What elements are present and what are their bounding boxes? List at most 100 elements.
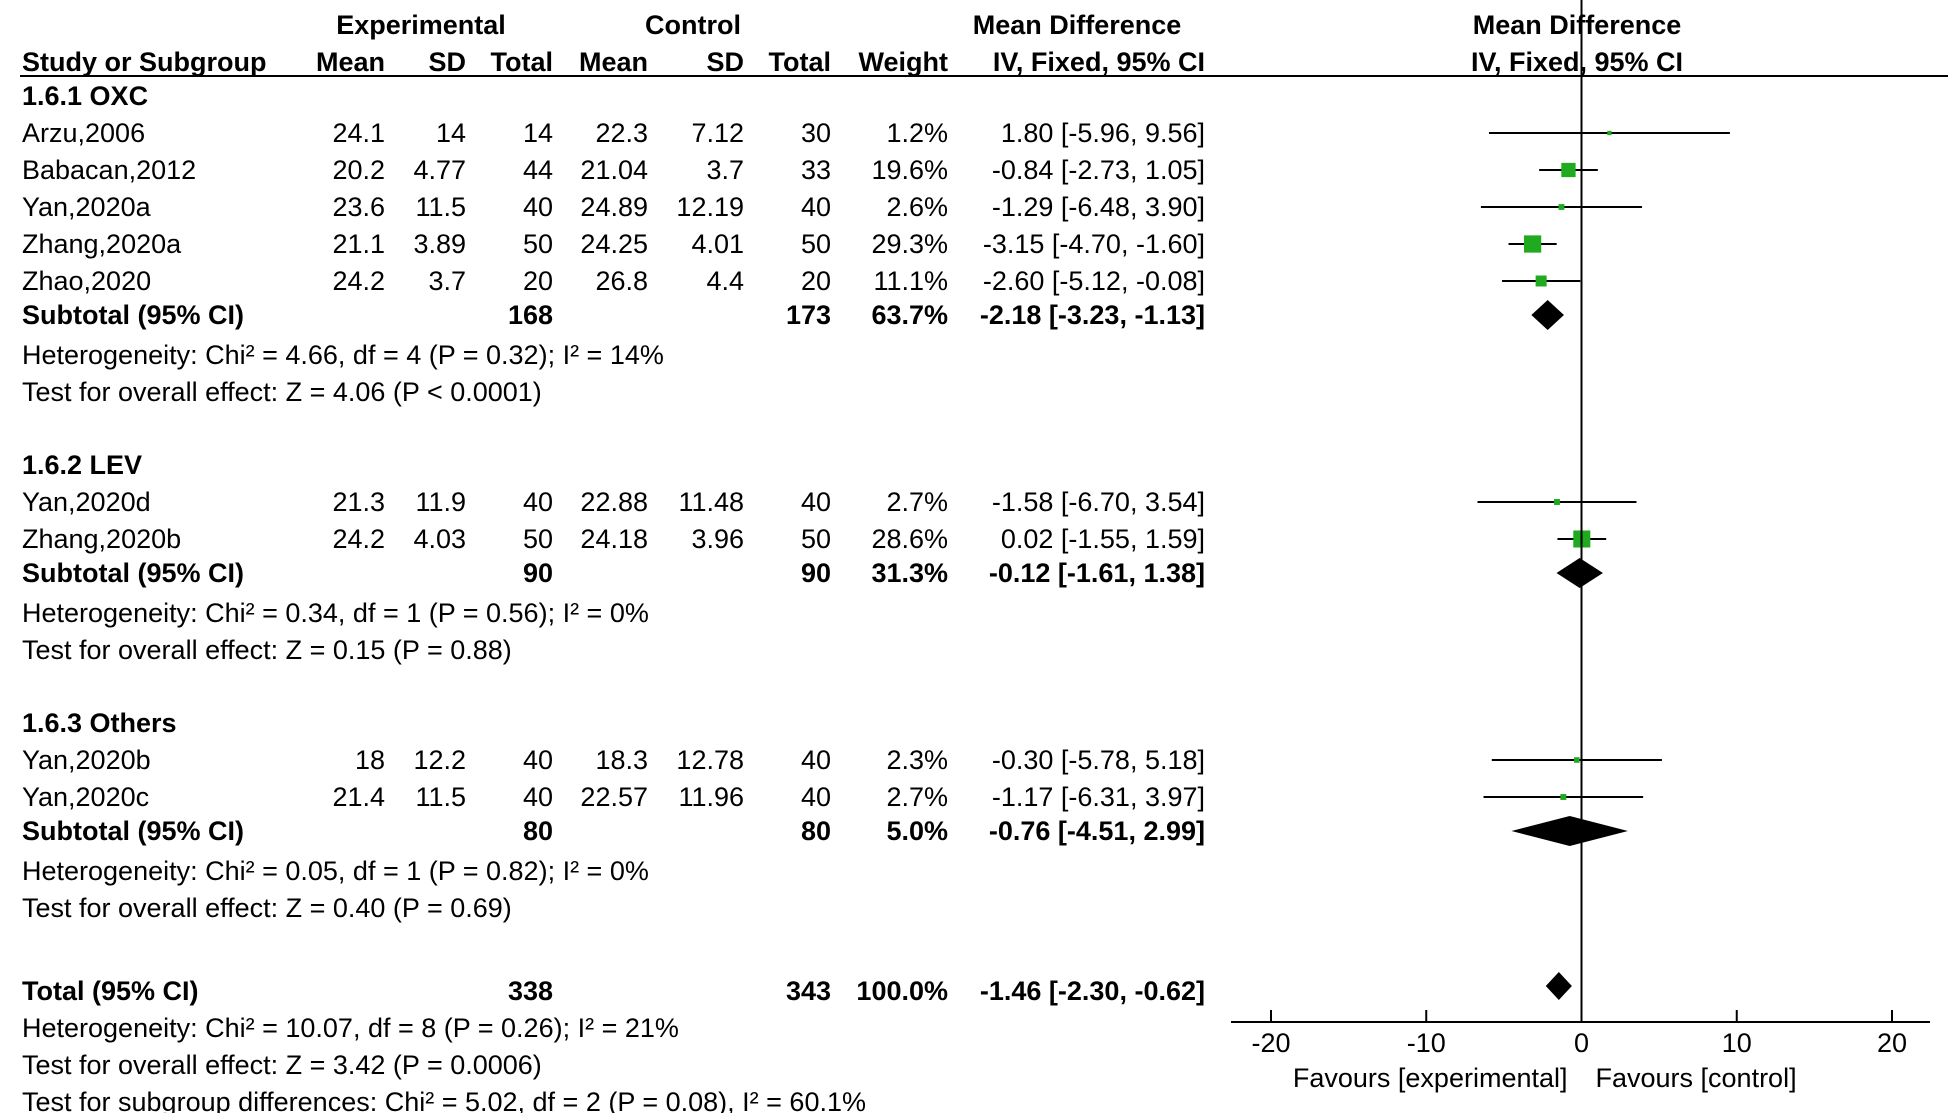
mean-c-column-header: Mean xyxy=(579,47,648,77)
subtotal-diamond xyxy=(1511,816,1628,846)
weight-column-header: Weight xyxy=(859,47,949,77)
subtotal-weight: 63.7% xyxy=(871,300,948,330)
total-e-cell: 20 xyxy=(523,266,553,296)
total-total-c: 343 xyxy=(786,976,831,1006)
weight-cell: 2.6% xyxy=(886,192,948,222)
md-table-subheader: IV, Fixed, 95% CI xyxy=(993,47,1205,77)
mean-e-cell: 21.4 xyxy=(332,782,385,812)
study-name: Yan,2020b xyxy=(22,745,151,775)
ci-cell: 1.80 [-5.96, 9.56] xyxy=(1001,118,1205,148)
study-name: Arzu,2006 xyxy=(22,118,145,148)
study-name: Yan,2020a xyxy=(22,192,152,222)
sd-e-cell: 3.7 xyxy=(428,266,466,296)
subgroup-heading: 1.6.2 LEV xyxy=(22,450,142,480)
study-name: Yan,2020d xyxy=(22,487,151,517)
sd-e-cell: 11.9 xyxy=(415,487,466,517)
mean-c-cell: 22.3 xyxy=(595,118,648,148)
mean-c-cell: 18.3 xyxy=(595,745,648,775)
study-marker xyxy=(1523,235,1542,253)
sd-c-cell: 4.4 xyxy=(706,266,744,296)
mean-c-cell: 21.04 xyxy=(580,155,648,185)
subtotal-ci: -2.18 [-3.23, -1.13] xyxy=(980,300,1205,330)
ci-cell: -1.29 [-6.48, 3.90] xyxy=(992,192,1205,222)
total-c-cell: 50 xyxy=(801,524,831,554)
total-e-cell: 50 xyxy=(523,229,553,259)
plot-area xyxy=(1477,0,1730,1022)
sd-c-cell: 4.01 xyxy=(691,229,744,259)
total-e-column-header: Total xyxy=(491,47,554,77)
sd-e-cell: 4.03 xyxy=(413,524,466,554)
total-e-cell: 40 xyxy=(523,745,553,775)
subtotal-ci: -0.76 [-4.51, 2.99] xyxy=(989,816,1205,846)
sd-c-column-header: SD xyxy=(706,47,744,77)
total-e-cell: 40 xyxy=(523,487,553,517)
sd-e-cell: 11.5 xyxy=(415,782,466,812)
total-c-cell: 33 xyxy=(801,155,831,185)
total-e-cell: 50 xyxy=(523,524,553,554)
study-marker xyxy=(1558,204,1565,210)
sd-e-cell: 14 xyxy=(436,118,466,148)
subtotal-weight: 5.0% xyxy=(886,816,948,846)
ci-cell: 0.02 [-1.55, 1.59] xyxy=(1001,524,1205,554)
total-heterogeneity-text: Heterogeneity: Chi² = 10.07, df = 8 (P =… xyxy=(22,1013,679,1043)
subtotal-diamond xyxy=(1556,558,1603,588)
x-tick-label: 0 xyxy=(1574,1028,1589,1058)
md-plot-subheader: IV, Fixed, 95% CI xyxy=(1471,47,1683,77)
weight-cell: 2.7% xyxy=(886,782,948,812)
x-tick-label: -20 xyxy=(1251,1028,1290,1058)
study-marker xyxy=(1560,794,1567,800)
subtotal-total-c: 90 xyxy=(801,558,831,588)
md-table-header: Mean Difference xyxy=(973,10,1182,40)
mean-c-cell: 24.18 xyxy=(580,524,648,554)
study-marker xyxy=(1554,499,1560,505)
study-marker xyxy=(1574,757,1580,763)
sd-c-cell: 3.7 xyxy=(706,155,744,185)
mean-e-cell: 21.3 xyxy=(332,487,385,517)
total-weight: 100.0% xyxy=(856,976,948,1006)
subtotal-total-e: 80 xyxy=(523,816,553,846)
subgroup-heading: 1.6.1 OXC xyxy=(22,81,148,111)
mean-e-cell: 24.1 xyxy=(332,118,385,148)
heterogeneity-text: Heterogeneity: Chi² = 0.34, df = 1 (P = … xyxy=(22,598,649,628)
total-e-cell: 44 xyxy=(523,155,553,185)
study-column-header: Study or Subgroup xyxy=(22,47,266,77)
mean-e-cell: 18 xyxy=(355,745,385,775)
total-overall-effect-text: Test for overall effect: Z = 3.42 (P = 0… xyxy=(22,1050,542,1080)
total-c-cell: 40 xyxy=(801,782,831,812)
total-c-cell: 40 xyxy=(801,487,831,517)
ci-cell: -1.58 [-6.70, 3.54] xyxy=(992,487,1205,517)
sd-e-cell: 11.5 xyxy=(415,192,466,222)
sd-e-cell: 4.77 xyxy=(413,155,466,185)
table-rows: 1.6.1 OXC Arzu,2006 24.1 14 14 22.3 7.12 30 1.2%… xyxy=(22,81,1205,1113)
total-e-cell: 14 xyxy=(523,118,553,148)
total-total-e: 338 xyxy=(508,976,553,1006)
mean-c-cell: 22.88 xyxy=(580,487,648,517)
mean-c-cell: 24.25 xyxy=(580,229,648,259)
sd-e-cell: 3.89 xyxy=(413,229,466,259)
total-c-cell: 40 xyxy=(801,192,831,222)
mean-e-column-header: Mean xyxy=(316,47,385,77)
mean-e-cell: 24.2 xyxy=(332,266,385,296)
total-c-cell: 20 xyxy=(801,266,831,296)
mean-e-cell: 24.2 xyxy=(332,524,385,554)
x-axis: -20 -10 0 10 20 Favours [experimental] Favours… xyxy=(1231,1010,1930,1093)
total-e-cell: 40 xyxy=(523,192,553,222)
x-tick-label: 20 xyxy=(1877,1028,1907,1058)
total-c-cell: 30 xyxy=(801,118,831,148)
control-header: Control xyxy=(645,10,741,40)
subgroup-differences-text: Test for subgroup differences: Chi² = 5.… xyxy=(22,1087,866,1113)
sd-c-cell: 7.12 xyxy=(691,118,744,148)
mean-c-cell: 26.8 xyxy=(595,266,648,296)
weight-cell: 11.1% xyxy=(873,266,948,296)
total-ci: -1.46 [-2.30, -0.62] xyxy=(980,976,1205,1006)
overall-effect-text: Test for overall effect: Z = 0.15 (P = 0… xyxy=(22,635,512,665)
study-name: Yan,2020c xyxy=(22,782,149,812)
sd-c-cell: 12.78 xyxy=(676,745,744,775)
subtotal-label: Subtotal (95% CI) xyxy=(22,300,244,330)
x-tick-label: -10 xyxy=(1407,1028,1446,1058)
weight-cell: 28.6% xyxy=(871,524,948,554)
total-c-cell: 40 xyxy=(801,745,831,775)
weight-cell: 19.6% xyxy=(871,155,948,185)
study-marker xyxy=(1607,130,1612,136)
